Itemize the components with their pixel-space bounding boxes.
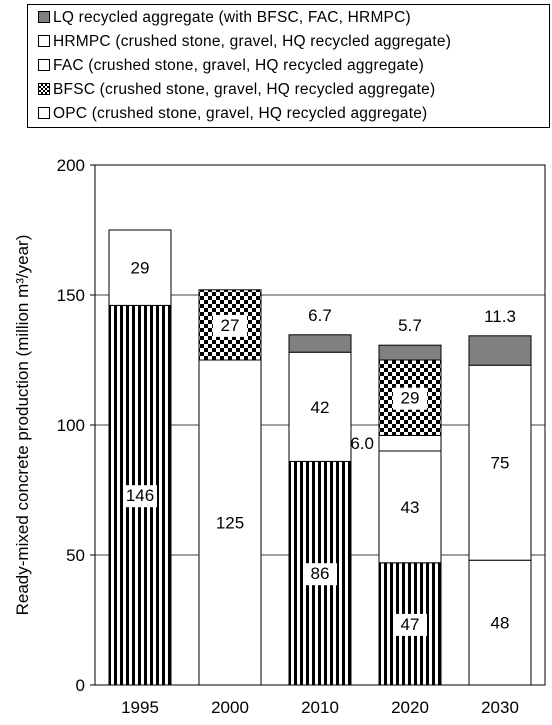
x-tick-label: 2010: [301, 698, 339, 717]
bar-segment-lq-2020: [378, 344, 442, 361]
bar-segment-lq-2010: [288, 334, 352, 353]
bar-segment-hrmpc-2020: [378, 434, 442, 452]
legend-label-fac: FAC (crushed stone, gravel, HQ recycled …: [53, 57, 424, 74]
data-label-opc-2020: 47: [401, 615, 420, 634]
data-label-bfsc-2020: 29: [401, 389, 420, 408]
x-tick-label: 2000: [211, 698, 249, 717]
legend-label-hrmpc: HRMPC (crushed stone, gravel, HQ recycle…: [53, 33, 452, 50]
data-label-fac-2000: 125: [216, 514, 244, 533]
data-label-bg: [303, 563, 337, 586]
data-label-lq-2010: 6.7: [308, 306, 332, 325]
bar-segment-fac-2000: [198, 359, 262, 686]
legend-swatch-hrmpc: [38, 34, 50, 47]
legend-label-opc: OPC (crushed stone, gravel, HQ recycled …: [53, 105, 428, 122]
data-label-fac-1995: 29: [131, 259, 150, 278]
data-label-bg: [393, 613, 427, 636]
y-axis-label: Ready-mixed concrete production (million…: [13, 235, 32, 616]
legend-swatch-opc: [38, 106, 50, 119]
bar-segment-lq-2030: [468, 335, 532, 366]
y-tick-label: 200: [57, 156, 85, 175]
y-tick-label: 50: [66, 546, 85, 565]
y-tick-label: 150: [57, 286, 85, 305]
data-label-fac-2030: 48: [491, 614, 510, 633]
bar-segment-fac-1995: [108, 229, 172, 306]
data-label-bg: [393, 387, 427, 410]
legend-swatch-fac: [38, 58, 50, 71]
bar-segment-fac-2030: [468, 559, 532, 686]
legend-label-bfsc: BFSC (crushed stone, gravel, HQ recycled…: [53, 81, 436, 98]
bar-segment-fac-2020: [378, 450, 442, 564]
legend-swatch-bfsc: [38, 82, 50, 95]
legend-item-lq: LQ recycled aggregate (with BFSC, FAC, H…: [38, 8, 411, 28]
legend-item-opc: OPC (crushed stone, gravel, HQ recycled …: [38, 104, 427, 124]
data-label-lq-2020: 5.7: [398, 316, 422, 335]
x-tick-label: 1995: [121, 698, 159, 717]
y-tick-label: 0: [76, 676, 85, 695]
legend-swatch-lq: [38, 10, 50, 23]
data-label-bg: [123, 485, 157, 508]
data-label-fac-2010: 42: [311, 398, 330, 417]
legend-item-hrmpc: HRMPC (crushed stone, gravel, HQ recycle…: [38, 32, 451, 52]
data-label-bg: [213, 314, 247, 337]
data-label-opc-2010: 86: [311, 564, 330, 583]
bar-segment-fac-2010: [288, 351, 352, 462]
data-label-lq-2030: 11.3: [484, 307, 516, 326]
legend-item-fac: FAC (crushed stone, gravel, HQ recycled …: [38, 56, 424, 76]
data-label-bfsc-2000: 27: [221, 316, 240, 335]
data-label-hrmpc-2020: 6.0: [350, 434, 374, 453]
data-label-opc-1995: 146: [126, 486, 154, 505]
data-label-fac-2020: 43: [401, 498, 420, 517]
x-tick-label: 2020: [391, 698, 429, 717]
x-tick-label: 2030: [481, 698, 519, 717]
data-label-hrmpc-2030: 75: [491, 454, 510, 473]
legend-item-bfsc: BFSC (crushed stone, gravel, HQ recycled…: [38, 80, 435, 100]
legend-label-lq: LQ recycled aggregate (with BFSC, FAC, H…: [53, 9, 411, 26]
bar-segment-hrmpc-2030: [468, 364, 532, 561]
y-tick-label: 100: [57, 416, 85, 435]
chart-legend: LQ recycled aggregate (with BFSC, FAC, H…: [27, 4, 550, 128]
